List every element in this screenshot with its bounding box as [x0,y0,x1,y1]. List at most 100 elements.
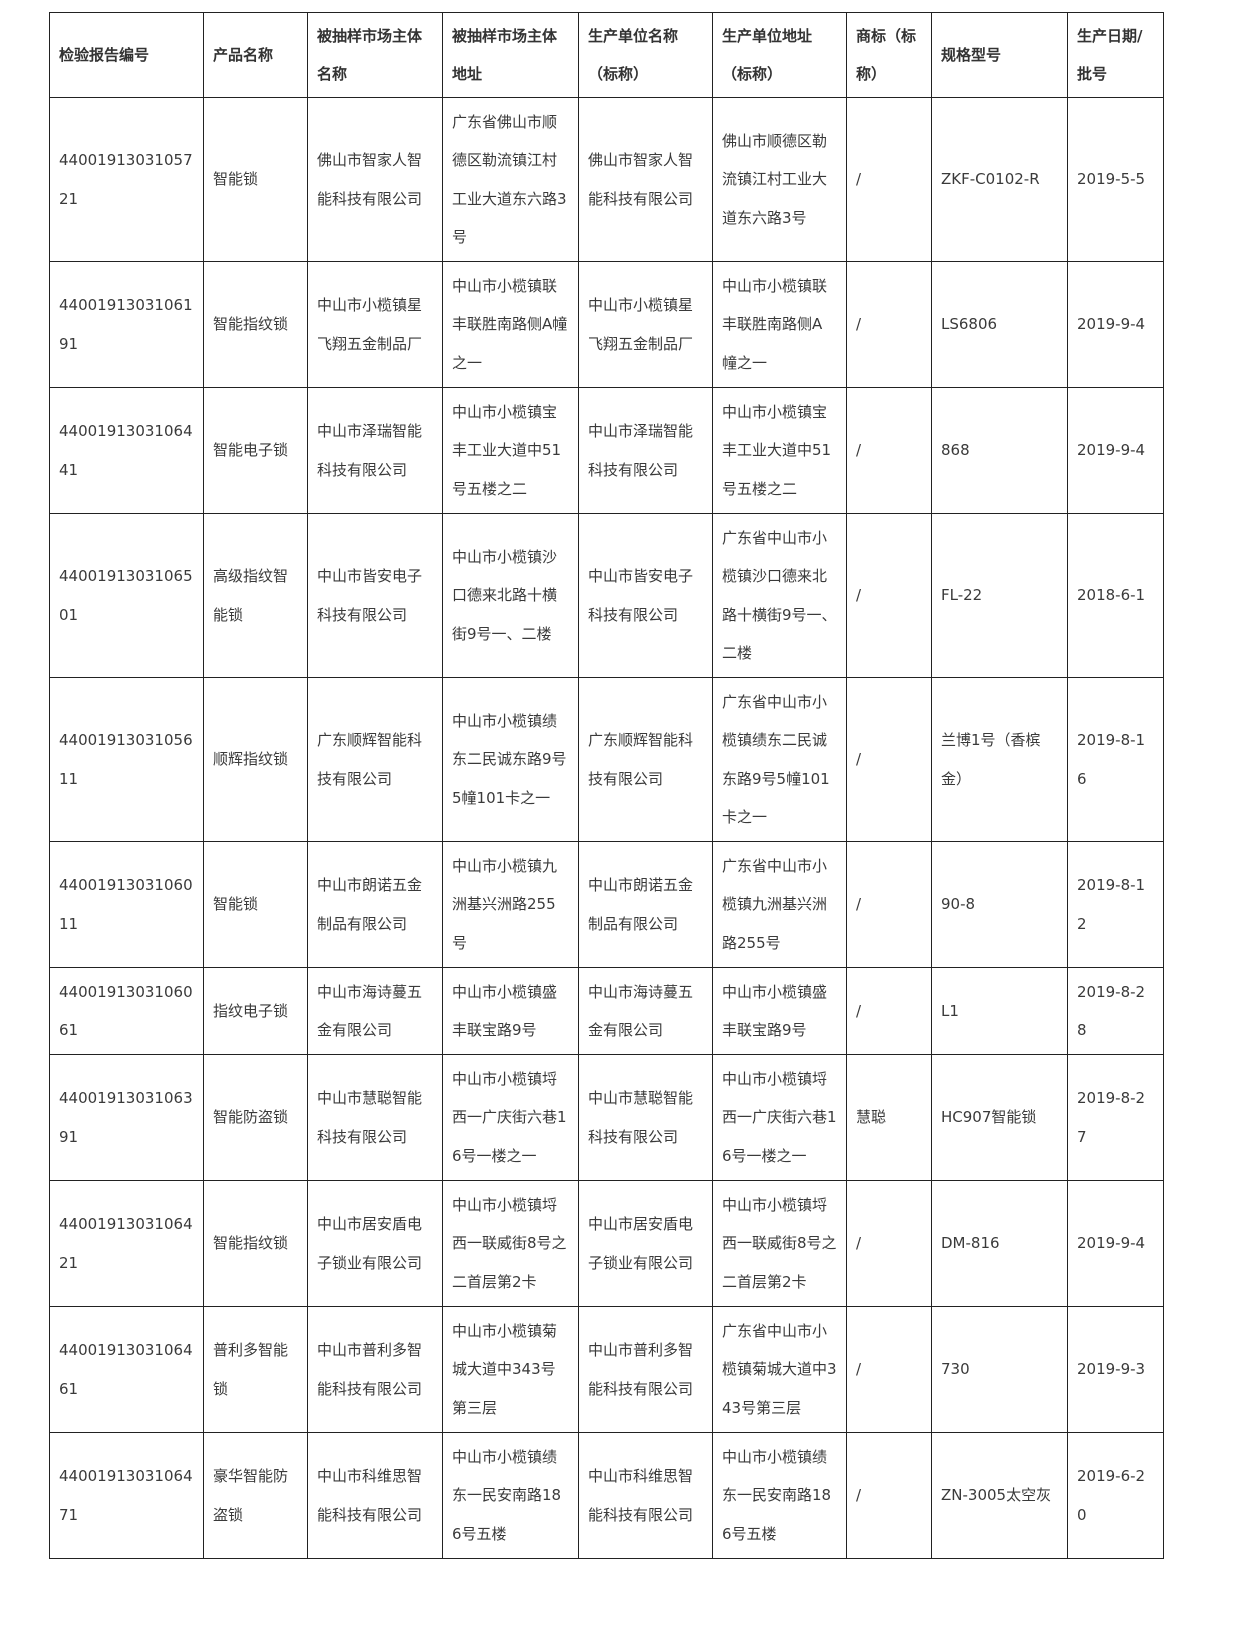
table-row: 4400191303105611 顺辉指纹锁 广东顺辉智能科技有限公司 中山市小榄镇绩… [49,677,1164,842]
cell-sampled-entity-name: 中山市朗诺五金制品有限公司 [307,841,443,968]
cell-model: HC907智能锁 [931,1054,1068,1181]
cell-production-date: 2019-9-4 [1067,1180,1164,1307]
cell-report-number: 4400191303106441 [49,387,204,514]
cell-sampled-entity-address: 中山市小榄镇宝丰工业大道中51号五楼之二 [442,387,579,514]
table-row: 4400191303106011 智能锁 中山市朗诺五金制品有限公司 中山市小榄镇九洲… [49,841,1164,968]
cell-report-number: 4400191303106471 [49,1432,204,1559]
cell-sampled-entity-address: 中山市小榄镇菊城大道中343号第三层 [442,1306,579,1433]
cell-manufacturer-name: 中山市居安盾电子锁业有限公司 [578,1180,713,1307]
cell-sampled-entity-name: 中山市居安盾电子锁业有限公司 [307,1180,443,1307]
cell-sampled-entity-address: 中山市小榄镇绩东二民诚东路9号5幢101卡之一 [442,677,579,842]
cell-product-name: 智能锁 [203,97,308,262]
table-header-row: 检验报告编号 产品名称 被抽样市场主体名称 被抽样市场主体地址 生产单位名称（标称） 生产… [49,12,1164,98]
cell-sampled-entity-address: 中山市小榄镇九洲基兴洲路255号 [442,841,579,968]
cell-sampled-entity-name: 佛山市智家人智能科技有限公司 [307,97,443,262]
cell-manufacturer-name: 中山市科维思智能科技有限公司 [578,1432,713,1559]
cell-production-date: 2019-8-16 [1067,677,1164,842]
cell-sampled-entity-address: 中山市小榄镇联丰联胜南路侧A幢之一 [442,261,579,388]
cell-trademark: / [846,1306,932,1433]
cell-manufacturer-name: 中山市泽瑞智能科技有限公司 [578,387,713,514]
cell-manufacturer-address: 中山市小榄镇绩东一民安南路186号五楼 [712,1432,847,1559]
cell-report-number: 4400191303106191 [49,261,204,388]
cell-product-name: 智能指纹锁 [203,261,308,388]
cell-manufacturer-address: 广东省中山市小榄镇绩东二民诚东路9号5幢101卡之一 [712,677,847,842]
cell-manufacturer-address: 中山市小榄镇埒西一广庆街六巷16号一楼之一 [712,1054,847,1181]
cell-model: 兰博1号（香槟金） [931,677,1068,842]
cell-production-date: 2018-6-1 [1067,513,1164,678]
table-row: 4400191303106441 智能电子锁 中山市泽瑞智能科技有限公司 中山市小榄镇… [49,387,1164,514]
table-row: 4400191303106191 智能指纹锁 中山市小榄镇星飞翔五金制品厂 中山市小榄… [49,261,1164,388]
cell-sampled-entity-name: 中山市皆安电子科技有限公司 [307,513,443,678]
cell-manufacturer-name: 广东顺辉智能科技有限公司 [578,677,713,842]
header-manufacturer-name: 生产单位名称（标称） [578,12,713,98]
cell-production-date: 2019-9-4 [1067,387,1164,514]
cell-manufacturer-name: 中山市普利多智能科技有限公司 [578,1306,713,1433]
cell-manufacturer-address: 中山市小榄镇联丰联胜南路侧A幢之一 [712,261,847,388]
cell-product-name: 指纹电子锁 [203,967,308,1055]
cell-model: LS6806 [931,261,1068,388]
cell-model: 730 [931,1306,1068,1433]
cell-trademark: / [846,677,932,842]
cell-trademark: / [846,1432,932,1559]
cell-trademark: / [846,967,932,1055]
table-row: 4400191303106061 指纹电子锁 中山市海诗蔓五金有限公司 中山市小榄镇盛… [49,967,1164,1055]
cell-product-name: 智能防盗锁 [203,1054,308,1181]
cell-trademark: / [846,1180,932,1307]
cell-sampled-entity-address: 中山市小榄镇盛丰联宝路9号 [442,967,579,1055]
cell-manufacturer-name: 中山市皆安电子科技有限公司 [578,513,713,678]
cell-sampled-entity-name: 中山市科维思智能科技有限公司 [307,1432,443,1559]
cell-manufacturer-name: 中山市朗诺五金制品有限公司 [578,841,713,968]
cell-manufacturer-name: 中山市海诗蔓五金有限公司 [578,967,713,1055]
cell-report-number: 4400191303106061 [49,967,204,1055]
cell-production-date: 2019-8-12 [1067,841,1164,968]
cell-model: ZKF-C0102-R [931,97,1068,262]
cell-trademark: 慧聪 [846,1054,932,1181]
cell-model: L1 [931,967,1068,1055]
cell-model: ZN-3005太空灰 [931,1432,1068,1559]
cell-sampled-entity-name: 中山市慧聪智能科技有限公司 [307,1054,443,1181]
cell-manufacturer-address: 中山市小榄镇埒西一联威街8号之二首层第2卡 [712,1180,847,1307]
cell-production-date: 2019-8-28 [1067,967,1164,1055]
cell-report-number: 4400191303105721 [49,97,204,262]
table-row: 4400191303105721 智能锁 佛山市智家人智能科技有限公司 广东省佛山市顺… [49,97,1164,262]
cell-sampled-entity-address: 中山市小榄镇绩东一民安南路186号五楼 [442,1432,579,1559]
cell-sampled-entity-name: 中山市海诗蔓五金有限公司 [307,967,443,1055]
cell-trademark: / [846,841,932,968]
header-product-name: 产品名称 [203,12,308,98]
table-row: 4400191303106391 智能防盗锁 中山市慧聪智能科技有限公司 中山市小榄镇… [49,1054,1164,1181]
table-row: 4400191303106501 高级指纹智能锁 中山市皆安电子科技有限公司 中山市小… [49,513,1164,678]
header-sampled-entity-address: 被抽样市场主体地址 [442,12,579,98]
cell-trademark: / [846,261,932,388]
cell-report-number: 4400191303106011 [49,841,204,968]
cell-manufacturer-address: 广东省中山市小榄镇九洲基兴洲路255号 [712,841,847,968]
table-row: 4400191303106471 豪华智能防盗锁 中山市科维思智能科技有限公司 中山市… [49,1432,1164,1559]
cell-sampled-entity-name: 广东顺辉智能科技有限公司 [307,677,443,842]
cell-product-name: 普利多智能锁 [203,1306,308,1433]
cell-report-number: 4400191303106421 [49,1180,204,1307]
cell-manufacturer-address: 中山市小榄镇盛丰联宝路9号 [712,967,847,1055]
cell-report-number: 4400191303106501 [49,513,204,678]
inspection-results-table: 检验报告编号 产品名称 被抽样市场主体名称 被抽样市场主体地址 生产单位名称（标称） 生产… [49,12,1164,1559]
header-sampled-entity-name: 被抽样市场主体名称 [307,12,443,98]
header-production-date: 生产日期/批号 [1067,12,1164,98]
cell-model: FL-22 [931,513,1068,678]
cell-production-date: 2019-5-5 [1067,97,1164,262]
cell-production-date: 2019-9-4 [1067,261,1164,388]
cell-trademark: / [846,387,932,514]
cell-model: DM-816 [931,1180,1068,1307]
cell-report-number: 4400191303105611 [49,677,204,842]
cell-model: 90-8 [931,841,1068,968]
table-row: 4400191303106461 普利多智能锁 中山市普利多智能科技有限公司 中山市小… [49,1306,1164,1433]
header-model: 规格型号 [931,12,1068,98]
cell-manufacturer-name: 佛山市智家人智能科技有限公司 [578,97,713,262]
cell-sampled-entity-name: 中山市普利多智能科技有限公司 [307,1306,443,1433]
cell-trademark: / [846,97,932,262]
cell-manufacturer-name: 中山市小榄镇星飞翔五金制品厂 [578,261,713,388]
table-row: 4400191303106421 智能指纹锁 中山市居安盾电子锁业有限公司 中山市小榄… [49,1180,1164,1307]
cell-sampled-entity-name: 中山市小榄镇星飞翔五金制品厂 [307,261,443,388]
header-manufacturer-address: 生产单位地址（标称） [712,12,847,98]
cell-sampled-entity-address: 中山市小榄镇沙口德来北路十横街9号一、二楼 [442,513,579,678]
cell-manufacturer-name: 中山市慧聪智能科技有限公司 [578,1054,713,1181]
cell-report-number: 4400191303106461 [49,1306,204,1433]
cell-product-name: 豪华智能防盗锁 [203,1432,308,1559]
